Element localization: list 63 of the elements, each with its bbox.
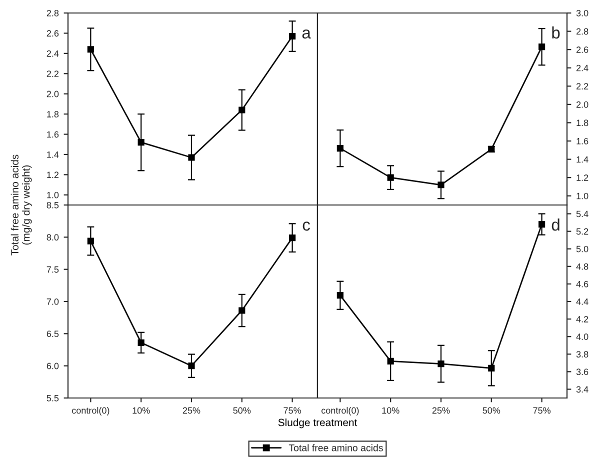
y-tick-label: 2.0: [46, 90, 59, 98]
y-tick-label: 1.8: [576, 120, 588, 126]
annotation: d: [552, 218, 560, 231]
y-tick-label: 1.4: [576, 156, 588, 163]
point: [238, 106, 246, 114]
y-tick-label: 1.6: [47, 131, 59, 138]
x-tick-label: 25%: [432, 407, 450, 414]
y-tick-label: 4.0: [576, 334, 588, 340]
x-tick-label: 75%: [284, 407, 302, 414]
y-tick-label: 2.6: [576, 46, 588, 53]
x-tick-label: control(0): [72, 407, 110, 416]
annotation: a: [302, 29, 311, 39]
point: [188, 154, 195, 161]
point: [438, 360, 444, 368]
y-tick-label: 4.8: [576, 263, 588, 270]
y-tick-label: 1.4: [47, 152, 59, 158]
y-tick-label: 1.0: [576, 192, 588, 200]
y-tick-label: 2.0: [576, 101, 588, 108]
x-tick-label: 10%: [132, 407, 150, 414]
point: [87, 238, 94, 244]
y-tick-label: 7.5: [46, 266, 59, 273]
x-tick-label: control(0): [322, 407, 359, 416]
y-tick-label: 4.6: [576, 280, 588, 288]
y-tick-label: 1.8: [47, 111, 59, 118]
y-tick-label: 2.4: [576, 64, 588, 72]
y-tick-label: 1.0: [47, 192, 59, 198]
point: [438, 182, 444, 188]
y-tick-label: 4.2: [576, 316, 588, 322]
y-tick-label: 7.0: [46, 298, 59, 305]
x-tick-label: 50%: [482, 407, 500, 414]
y-tick-label: 6.5: [46, 330, 59, 338]
annotation: c: [302, 222, 310, 231]
y-tick-label: 3.0: [576, 10, 588, 16]
y-tick-label: 2.8: [576, 28, 588, 35]
y-tick-label: 1.2: [47, 172, 59, 178]
x-tick-label: 25%: [182, 407, 200, 414]
y-tick-label: 8.0: [46, 234, 59, 241]
y-tick-label: 1.6: [576, 138, 588, 144]
x-axis-title: Sludge treatment: [278, 418, 358, 428]
point: [238, 307, 246, 314]
legend-label: Total free amino acids: [288, 444, 383, 452]
y-tick-label: 3.8: [576, 351, 588, 358]
y-tick-label: 3.6: [576, 368, 588, 376]
y-tick-label: 2.2: [576, 83, 588, 90]
y-tick-label: 4.4: [576, 298, 588, 305]
y-tick-label: 6.0: [46, 362, 59, 370]
y-tick-label: 5.0: [576, 246, 588, 252]
y-tick-label: 2.6: [46, 30, 59, 37]
y-axis-title: Total free amino acids (mg/g dry weight): [10, 154, 32, 256]
y-tick-label: 2.4: [46, 50, 59, 57]
y-tick-label: 2.2: [46, 70, 59, 77]
y-tick-label: 1.2: [576, 174, 588, 181]
y-tick-label: 8.5: [46, 202, 59, 208]
y-tick-label: 5.4: [576, 210, 588, 218]
y-tick-label: 2.8: [46, 10, 59, 16]
x-tick-label: 10%: [382, 407, 400, 414]
x-tick-label: 75%: [533, 407, 551, 414]
y-tick-label: 5.5: [46, 395, 59, 402]
y-tick-label: 5.2: [576, 228, 588, 235]
point: [188, 362, 195, 370]
y-tick-label: 3.4: [576, 386, 588, 393]
annotation: b: [552, 26, 560, 39]
x-tick-label: 50%: [233, 407, 251, 414]
